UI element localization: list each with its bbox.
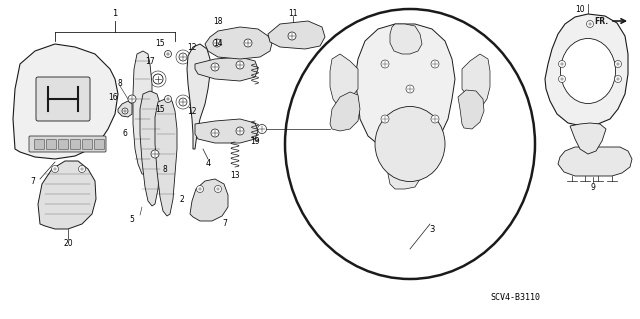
Text: 18: 18	[213, 17, 223, 26]
Polygon shape	[462, 54, 490, 109]
Circle shape	[79, 166, 86, 173]
Circle shape	[614, 76, 621, 83]
Polygon shape	[388, 151, 422, 189]
Polygon shape	[268, 21, 325, 49]
Text: 11: 11	[288, 10, 298, 19]
Circle shape	[614, 61, 621, 68]
Ellipse shape	[561, 39, 616, 103]
Polygon shape	[205, 27, 272, 59]
FancyBboxPatch shape	[36, 77, 90, 121]
Circle shape	[406, 85, 414, 93]
Ellipse shape	[375, 107, 445, 182]
Polygon shape	[140, 91, 162, 206]
FancyBboxPatch shape	[83, 139, 93, 150]
Text: 15: 15	[155, 40, 165, 48]
Text: 2: 2	[180, 195, 184, 204]
Circle shape	[213, 39, 221, 47]
Circle shape	[586, 20, 593, 27]
Polygon shape	[13, 44, 118, 159]
Text: 12: 12	[188, 108, 196, 116]
Circle shape	[381, 115, 389, 123]
Text: 20: 20	[63, 240, 73, 249]
Circle shape	[211, 129, 219, 137]
Text: 9: 9	[591, 182, 595, 191]
Text: 8: 8	[118, 79, 122, 88]
Polygon shape	[133, 51, 152, 174]
Polygon shape	[155, 99, 177, 216]
Polygon shape	[187, 44, 210, 149]
Circle shape	[288, 32, 296, 40]
Text: 8: 8	[163, 165, 168, 174]
Polygon shape	[570, 123, 606, 154]
Polygon shape	[355, 24, 455, 151]
Circle shape	[164, 95, 172, 102]
Circle shape	[153, 74, 163, 84]
Text: 17: 17	[145, 56, 155, 65]
Circle shape	[559, 76, 566, 83]
Polygon shape	[330, 54, 358, 109]
Text: 7: 7	[223, 219, 227, 228]
Text: 6: 6	[123, 130, 127, 138]
FancyBboxPatch shape	[35, 139, 45, 150]
Circle shape	[431, 115, 439, 123]
Text: 5: 5	[129, 214, 134, 224]
FancyBboxPatch shape	[70, 139, 81, 150]
Circle shape	[236, 61, 244, 69]
Circle shape	[122, 108, 128, 114]
Polygon shape	[458, 90, 484, 129]
Circle shape	[128, 95, 136, 103]
Circle shape	[211, 63, 219, 71]
FancyBboxPatch shape	[29, 136, 106, 152]
Text: FR.: FR.	[594, 17, 608, 26]
FancyBboxPatch shape	[95, 139, 104, 150]
Text: 7: 7	[31, 177, 35, 187]
Text: 16: 16	[108, 93, 118, 101]
Polygon shape	[558, 147, 632, 176]
Text: 13: 13	[230, 172, 240, 181]
Polygon shape	[545, 14, 628, 126]
Polygon shape	[330, 92, 360, 131]
Circle shape	[179, 53, 187, 61]
Text: 19: 19	[250, 137, 260, 145]
Circle shape	[257, 124, 266, 133]
Text: 10: 10	[575, 4, 585, 13]
Circle shape	[431, 60, 439, 68]
Circle shape	[559, 61, 566, 68]
Circle shape	[236, 127, 244, 135]
Polygon shape	[38, 161, 96, 229]
Circle shape	[244, 39, 252, 47]
FancyBboxPatch shape	[58, 139, 68, 150]
Text: 14: 14	[213, 39, 223, 48]
Circle shape	[381, 60, 389, 68]
Polygon shape	[190, 179, 228, 221]
Circle shape	[196, 186, 204, 192]
Circle shape	[214, 186, 221, 192]
Circle shape	[179, 98, 187, 106]
Circle shape	[151, 150, 159, 158]
Polygon shape	[195, 57, 258, 81]
Polygon shape	[195, 119, 258, 143]
Circle shape	[164, 50, 172, 57]
Polygon shape	[390, 24, 422, 54]
Text: 1: 1	[113, 10, 118, 19]
FancyBboxPatch shape	[47, 139, 56, 150]
Text: 15: 15	[155, 105, 165, 114]
Circle shape	[51, 166, 58, 173]
Text: SCV4-B3110: SCV4-B3110	[490, 293, 540, 301]
Polygon shape	[118, 101, 132, 117]
Text: 12: 12	[188, 42, 196, 51]
Text: 3: 3	[429, 225, 435, 234]
Text: 4: 4	[205, 160, 211, 168]
